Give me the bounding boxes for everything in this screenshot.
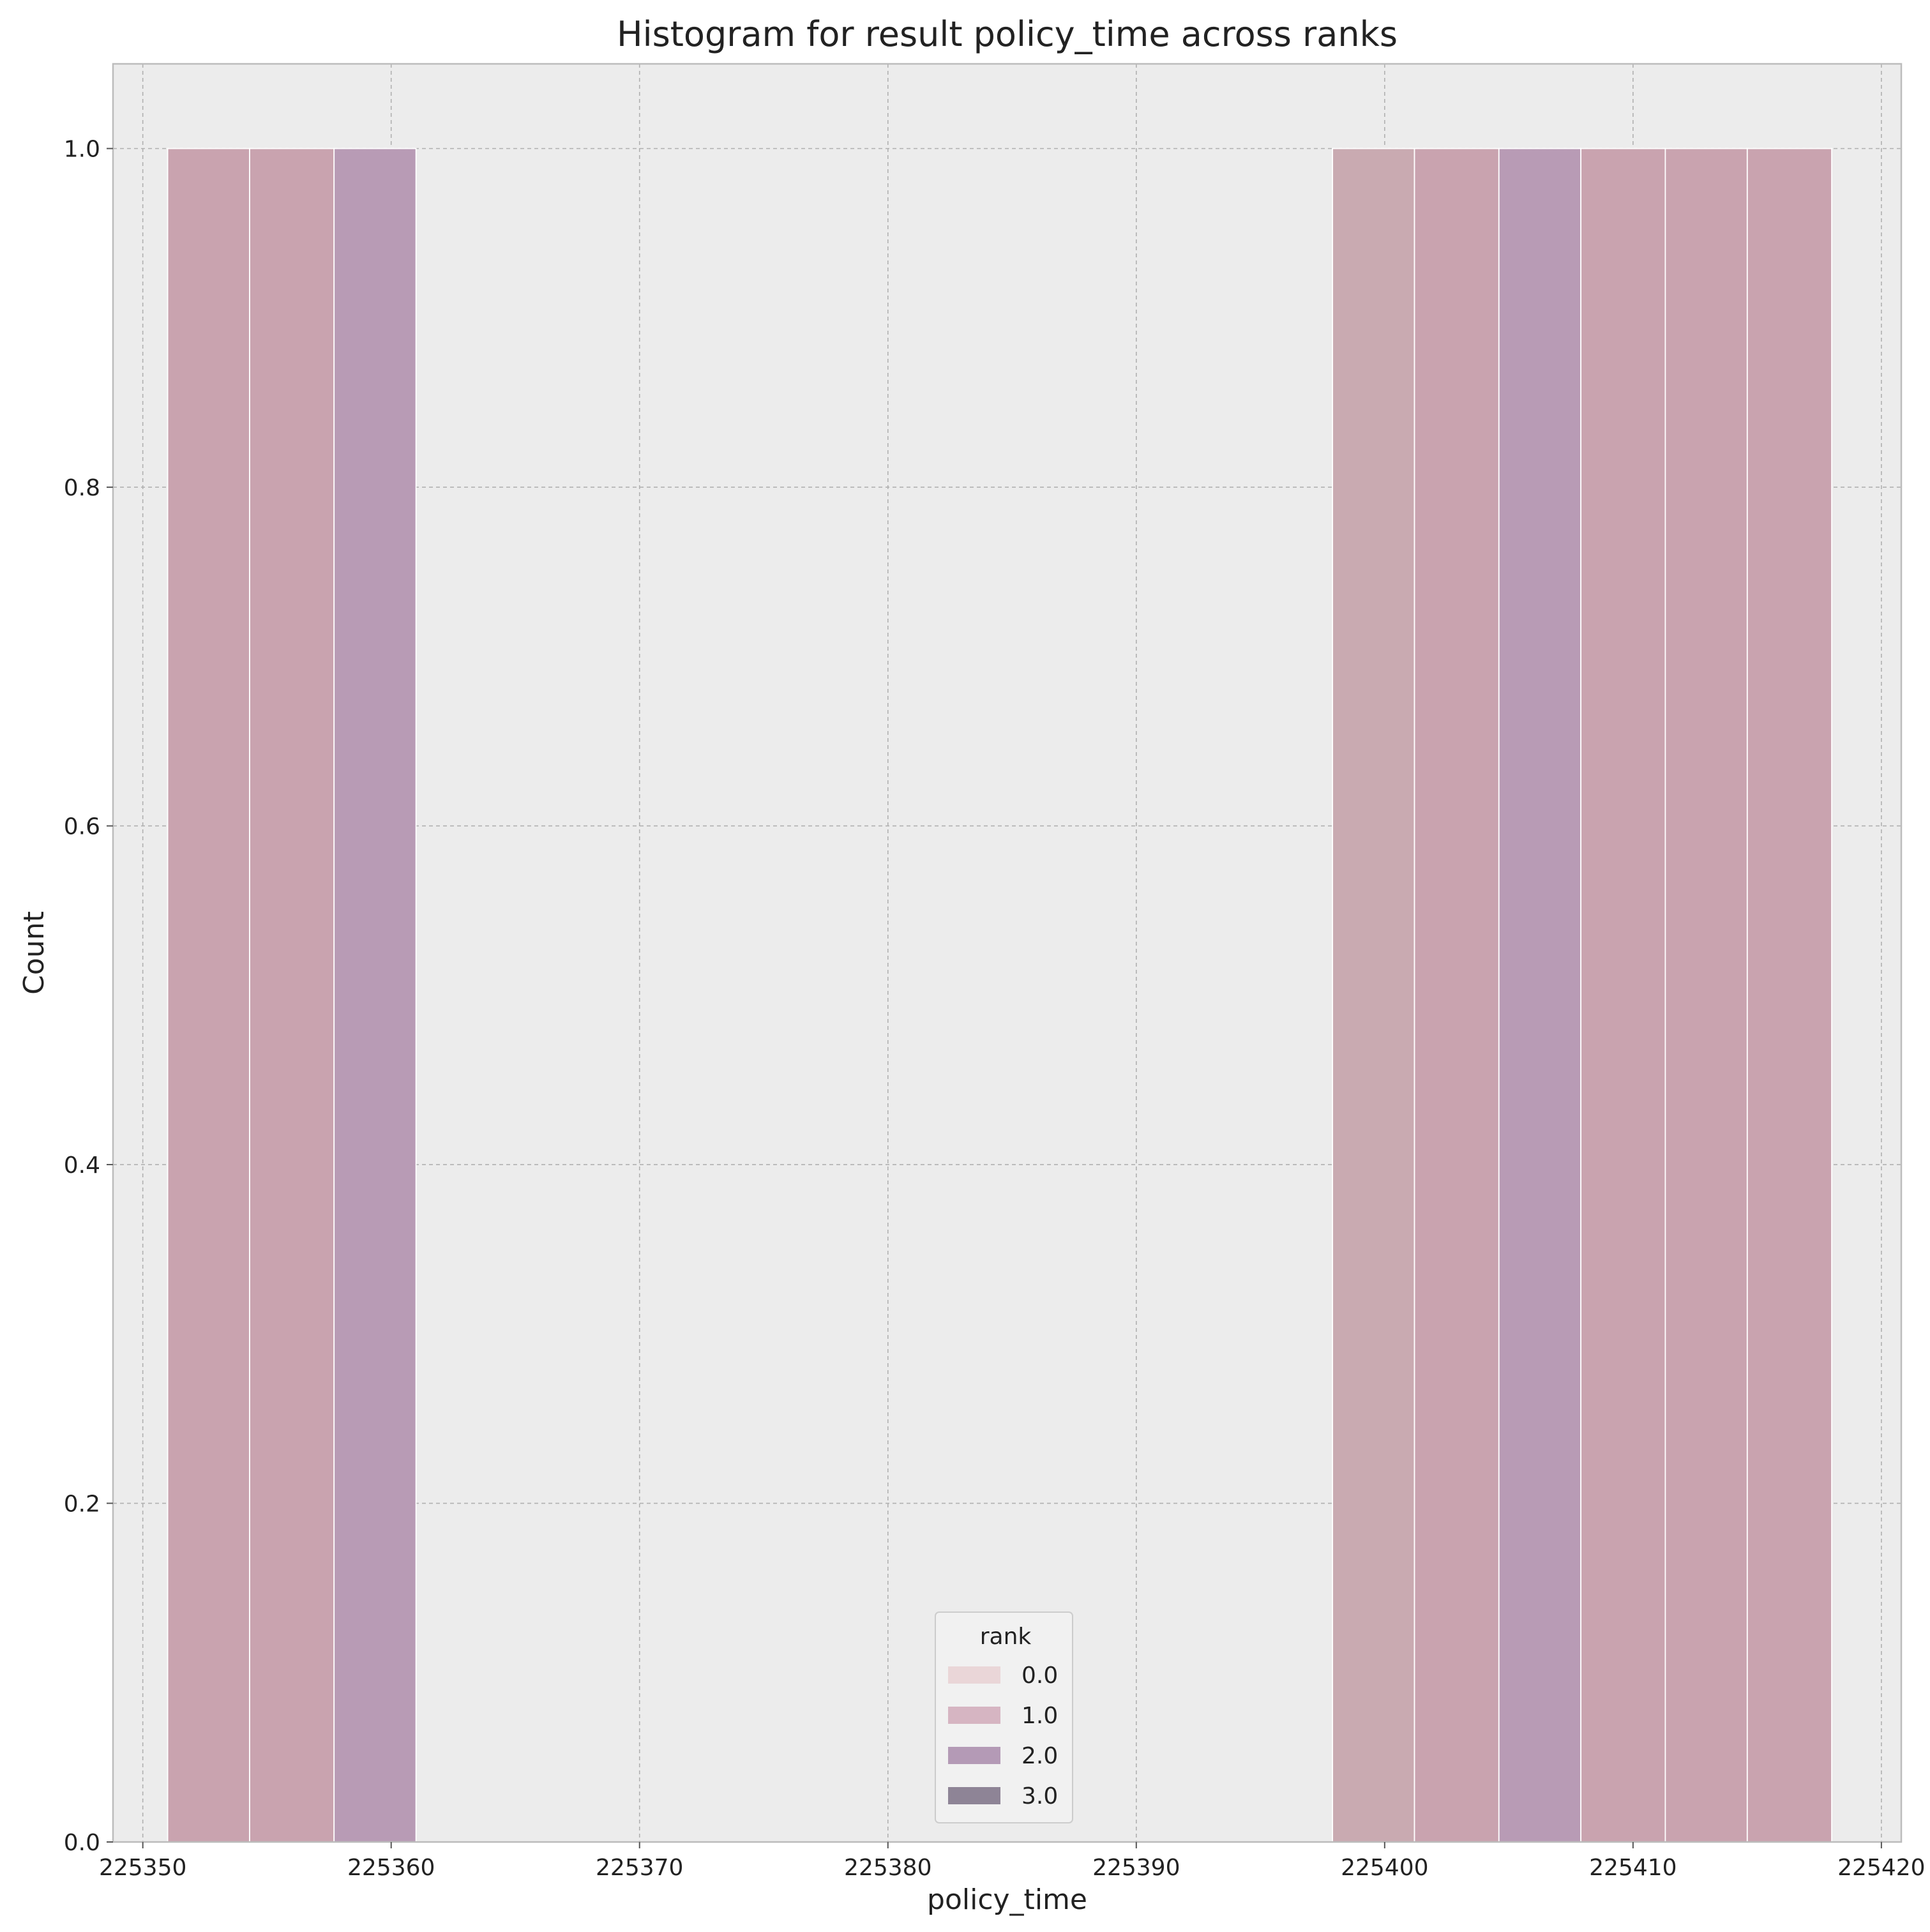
legend-label: 2.0 bbox=[1022, 1743, 1058, 1769]
chart-title: Histogram for result policy_time across … bbox=[617, 14, 1398, 54]
histogram-bar bbox=[1414, 147, 1500, 1843]
x-tick-label: 225400 bbox=[1341, 1855, 1428, 1881]
x-tick-label: 225420 bbox=[1837, 1855, 1925, 1881]
legend: rank 0.0 1.0 2.0 3.0 bbox=[935, 1611, 1073, 1823]
x-axis-title: policy_time bbox=[927, 1883, 1087, 1916]
y-tick-label: 0.6 bbox=[64, 814, 100, 840]
x-tick-label: 225380 bbox=[844, 1855, 931, 1881]
legend-items: 0.0 1.0 2.0 3.0 bbox=[948, 1663, 1058, 1809]
histogram-bar bbox=[333, 147, 417, 1843]
histogram-bar bbox=[1664, 147, 1748, 1843]
bars bbox=[167, 147, 1832, 1843]
x-tick-label: 225410 bbox=[1589, 1855, 1677, 1881]
histogram-bar bbox=[167, 147, 250, 1843]
y-tick-label: 0.4 bbox=[64, 1152, 100, 1179]
legend-swatch bbox=[948, 1787, 1000, 1804]
x-tick-label: 225390 bbox=[1092, 1855, 1180, 1881]
legend-label: 3.0 bbox=[1022, 1783, 1058, 1809]
y-tick-label: 0.8 bbox=[64, 475, 100, 501]
legend-swatch bbox=[948, 1707, 1000, 1724]
x-tick-label: 225350 bbox=[99, 1855, 186, 1881]
histogram-bar bbox=[1746, 147, 1832, 1843]
y-axis-title: Count bbox=[18, 911, 50, 995]
x-tick-label: 225360 bbox=[347, 1855, 435, 1881]
histogram-bar bbox=[1498, 147, 1582, 1843]
plot-frame bbox=[112, 63, 1903, 1843]
histogram-bar bbox=[249, 147, 335, 1843]
histogram-bar bbox=[1580, 147, 1666, 1843]
legend-swatch bbox=[948, 1666, 1000, 1684]
y-tick-label: 0.0 bbox=[64, 1830, 100, 1856]
legend-label: 0.0 bbox=[1022, 1663, 1058, 1689]
y-axis-ticks: 0.0 0.2 0.4 0.6 0.8 1.0 bbox=[64, 137, 113, 1856]
y-tick-label: 1.0 bbox=[64, 137, 100, 163]
x-tick-label: 225370 bbox=[596, 1855, 683, 1881]
legend-title: rank bbox=[980, 1624, 1032, 1650]
legend-label: 1.0 bbox=[1022, 1703, 1058, 1729]
x-axis-ticks: 225350 225360 225370 225380 225390 225400 2254… bbox=[99, 1842, 1926, 1881]
y-tick-label: 0.2 bbox=[64, 1491, 100, 1518]
legend-box bbox=[935, 1611, 1073, 1823]
legend-swatch bbox=[948, 1747, 1000, 1764]
histogram-bar bbox=[1332, 147, 1415, 1843]
